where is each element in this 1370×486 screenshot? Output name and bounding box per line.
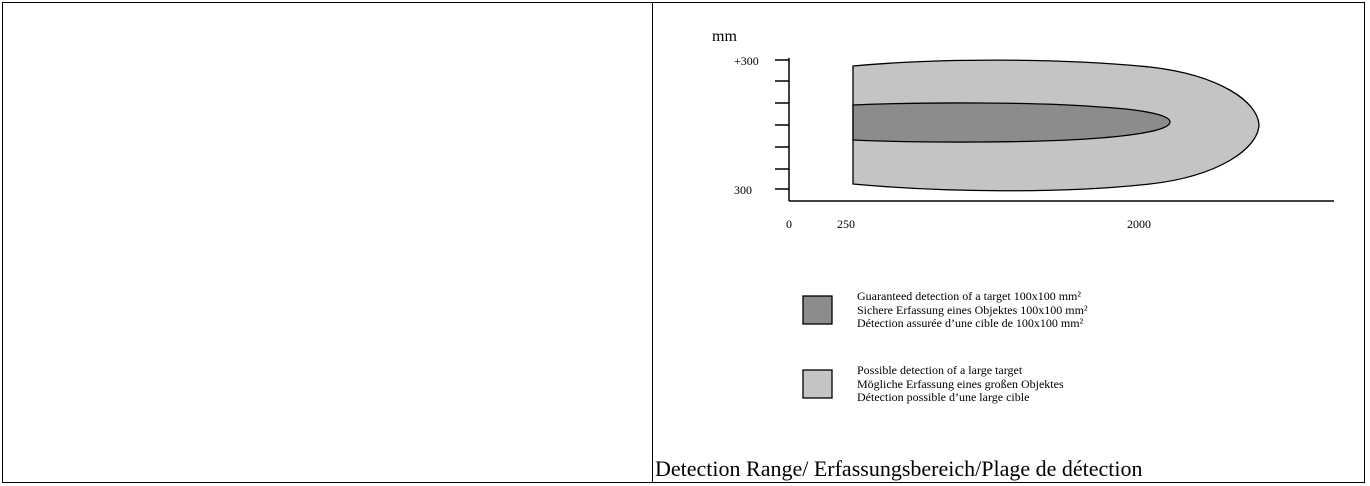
legend-possible-line-fr: Détection possible d’une large cible (857, 390, 1030, 404)
x-tick-label-2000: 2000 (1127, 217, 1151, 231)
legend-possible-line-de: Mögliche Erfassung eines großen Objektes (857, 376, 1064, 391)
legend-guaranteed-text: Guaranteed detection of a target 100x100… (857, 289, 1088, 331)
legend-guaranteed-line-fr: Détection assurée d’une cible de 100x100… (857, 316, 1084, 330)
y-tick-label-bottom: 300 (734, 183, 752, 197)
figure-caption: Detection Range/ Erfassungsbereich/Plage… (655, 456, 1143, 481)
legend-guaranteed-line-en: Guaranteed detection of a target 100x100… (857, 289, 1081, 303)
legend-possible-text: Possible detection of a large target Mög… (857, 363, 1064, 405)
x-tick-label-0: 0 (786, 217, 792, 231)
legend-swatch-guaranteed (802, 295, 833, 325)
legend-swatch-possible (802, 369, 833, 399)
legend-possible-line-en: Possible detection of a large target (857, 363, 1023, 377)
guaranteed-detection-zone (852, 102, 1171, 143)
legend-guaranteed-line-de: Sichere Erfassung eines Objektes 100x100… (857, 302, 1088, 317)
y-axis-ticks (775, 59, 789, 190)
x-tick-label-250: 250 (837, 217, 855, 231)
unit-label: mm (712, 28, 737, 45)
y-tick-label-top: +300 (734, 54, 759, 68)
column-divider (652, 2, 653, 483)
